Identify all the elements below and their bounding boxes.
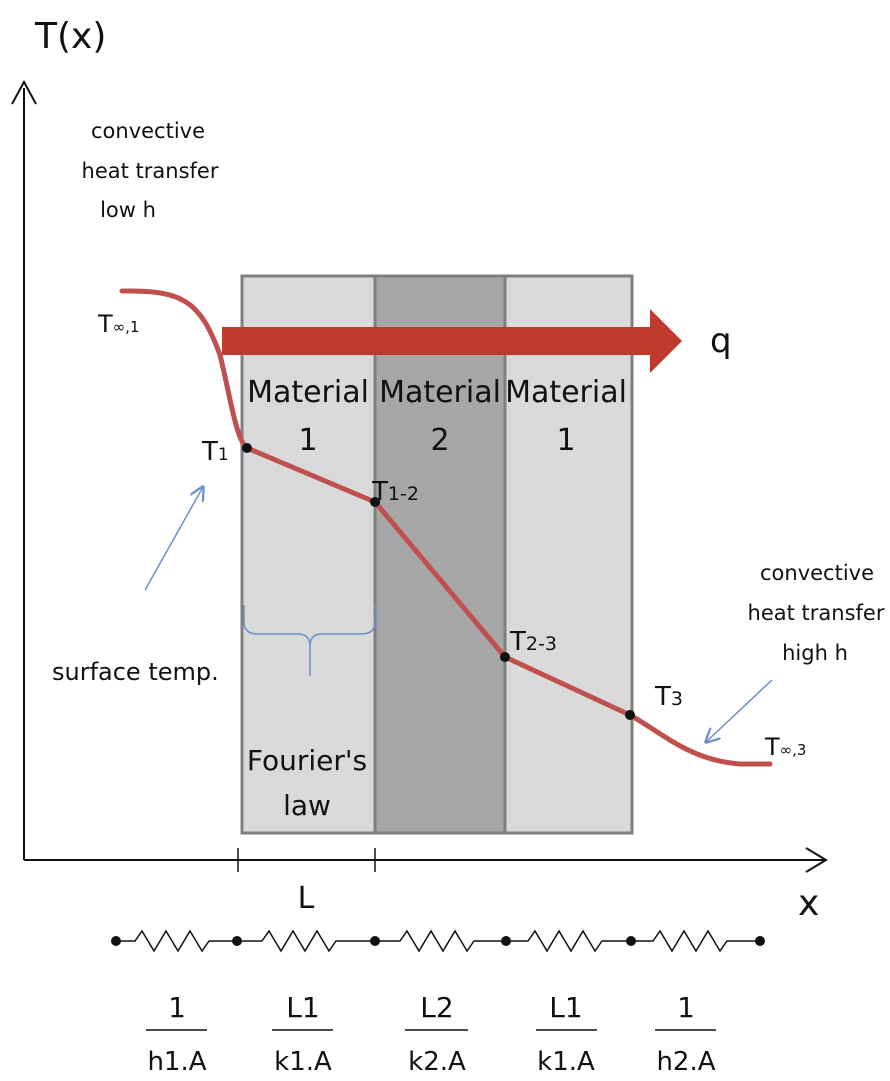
fraction-4-denominator: k1.A (537, 1047, 595, 1077)
resistor-2 (237, 929, 375, 953)
material-1-number: 1 (298, 423, 317, 458)
material-slab-2 (373, 274, 507, 835)
right-convective-pointer (706, 679, 773, 742)
node-3 (370, 936, 380, 946)
fraction-1-numerator: 1 (168, 991, 186, 1024)
fraction-5-numerator: 1 (677, 991, 695, 1024)
fourier-brace (243, 605, 376, 676)
point-t1 (242, 443, 252, 453)
x-axis-arrowhead (805, 847, 828, 873)
label-t-inf-3: T∞,3 (764, 733, 806, 761)
surface-temp-pointer (144, 487, 203, 591)
label-t3: T3 (654, 682, 683, 712)
fraction-5-denominator: h2.A (656, 1047, 715, 1077)
resistor-1 (116, 929, 237, 953)
label-t23: T2-3 (509, 627, 557, 657)
material-2-number: 2 (430, 423, 449, 458)
point-t3 (625, 710, 635, 720)
point-t23 (500, 652, 510, 662)
heat-flow-arrow (222, 309, 682, 373)
length-label: L (298, 881, 315, 916)
label-t-inf-1: T∞,1 (97, 310, 139, 338)
resistor-4 (506, 929, 631, 953)
material-3-number: 1 (556, 423, 575, 458)
fraction-2-numerator: L1 (286, 991, 319, 1024)
y-axis-label: T(x) (34, 16, 106, 57)
point-t12 (370, 497, 380, 507)
x-axis-label: x (798, 883, 819, 924)
fraction-1-denominator: h1.A (147, 1047, 206, 1077)
node-1 (111, 936, 121, 946)
surface-temp-label: surface temp. (52, 658, 219, 686)
resistance-fraction-3: L2 k2.A (405, 991, 468, 1077)
left-convective-line-1: convective (91, 119, 205, 143)
resistor-3 (375, 929, 506, 953)
resistance-fraction-1: 1 h1.A (146, 991, 207, 1077)
right-convective-line-1: convective (760, 561, 874, 585)
right-convective-line-2: heat transfer (748, 601, 885, 625)
material-1-label: Material (247, 375, 369, 410)
heat-flow-label: q (710, 321, 732, 361)
fourier-label-line-1: Fourier's (247, 744, 367, 777)
left-convective-line-2: heat transfer (82, 159, 219, 183)
label-t1: T1 (201, 437, 229, 467)
material-slab-3 (503, 274, 634, 835)
temperature-profile-curve (119, 288, 773, 767)
fraction-3-numerator: L2 (420, 991, 453, 1024)
node-2 (232, 936, 242, 946)
node-6 (755, 936, 765, 946)
material-3-label: Material (505, 375, 627, 410)
resistance-fraction-4: L1 k1.A (536, 991, 597, 1077)
node-5 (626, 936, 636, 946)
resistance-network (116, 929, 760, 953)
right-convective-line-3: high h (782, 641, 848, 665)
y-axis-arrowhead (11, 79, 37, 105)
node-4 (501, 936, 511, 946)
resistance-fraction-5: 1 h2.A (655, 991, 716, 1077)
material-2-label: Material (379, 375, 501, 410)
label-t12: T1-2 (371, 477, 419, 507)
resistance-fraction-2: L1 k1.A (272, 991, 333, 1077)
fraction-3-denominator: k2.A (408, 1047, 466, 1077)
material-slab-1 (240, 274, 377, 835)
fraction-4-numerator: L1 (549, 991, 582, 1024)
resistor-5 (631, 929, 760, 953)
fraction-2-denominator: k1.A (274, 1047, 332, 1077)
left-convective-line-3: low h (100, 198, 156, 222)
fourier-label-line-2: law (283, 789, 331, 822)
